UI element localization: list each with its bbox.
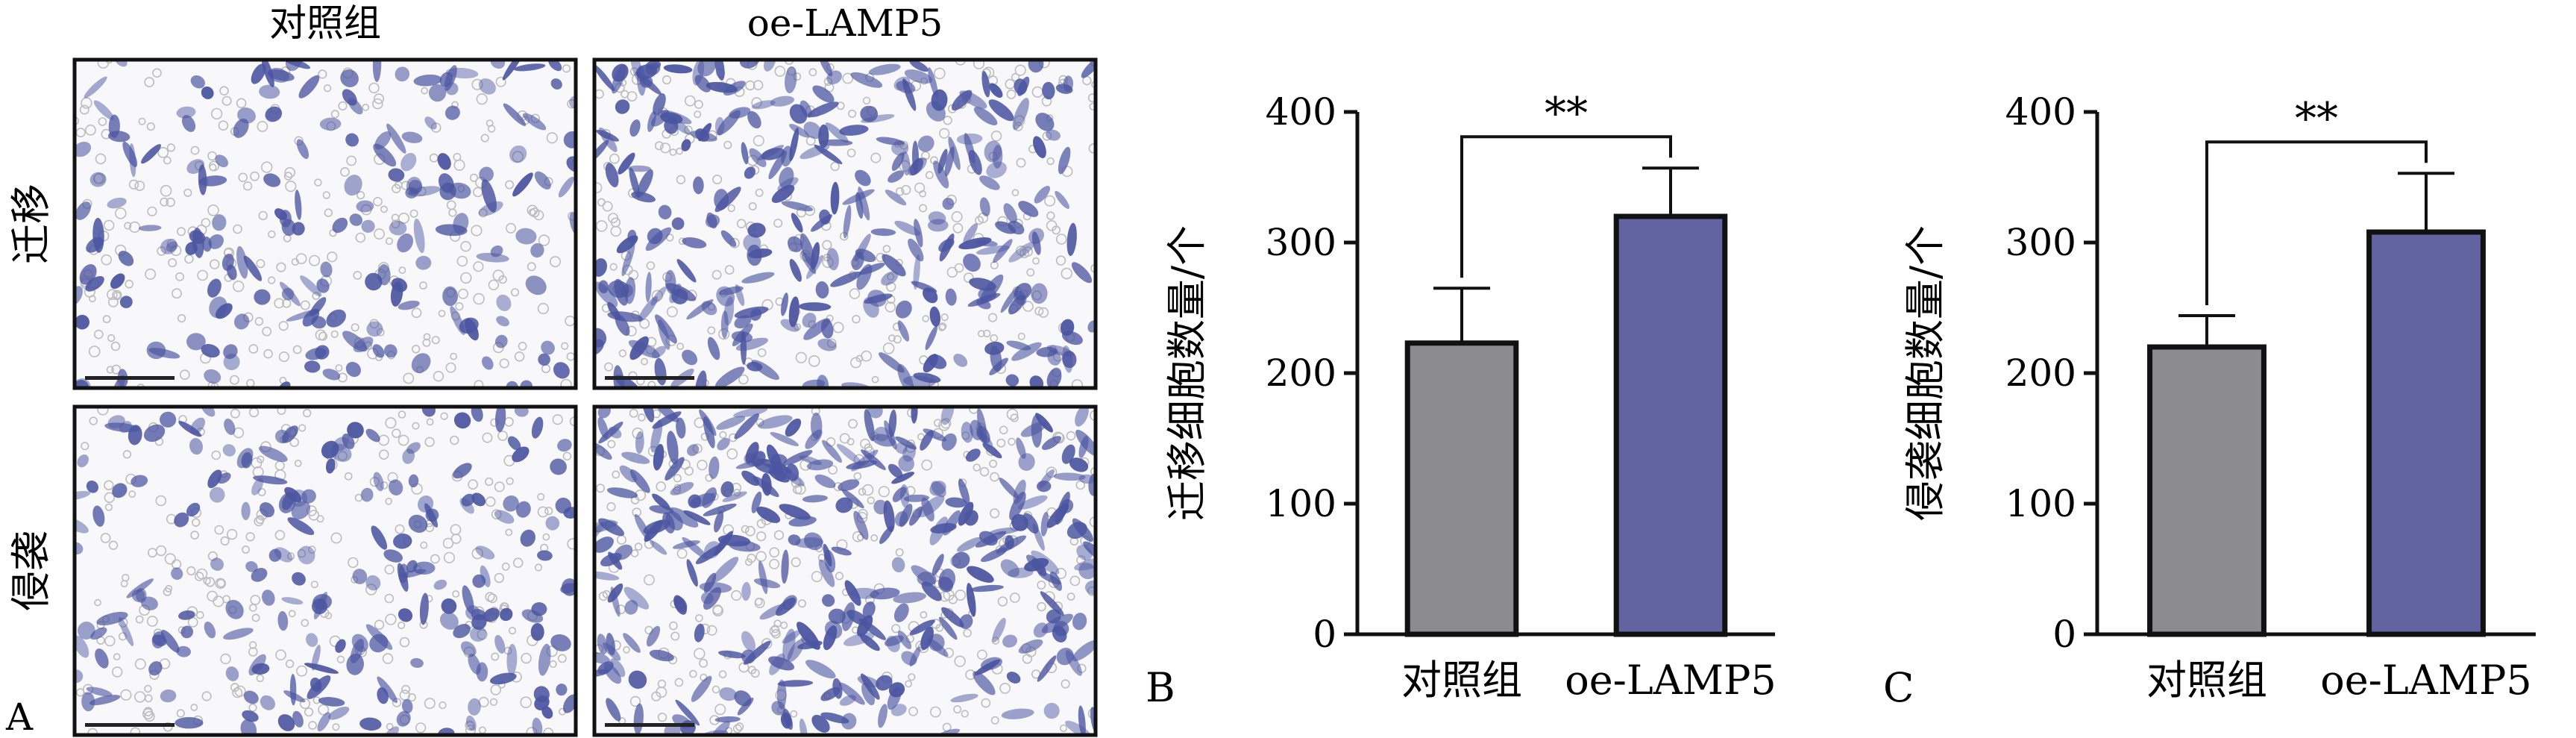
panel-letter-a: A — [5, 695, 34, 738]
micrograph-invasion-control — [72, 404, 578, 737]
micrograph-row-label-migration: 迁移 — [7, 184, 54, 264]
invasion-significance-bracket — [2205, 140, 2428, 305]
panel-letter-c: C — [1883, 664, 1914, 711]
invasion-y-tick-label: 100 — [2005, 482, 2076, 525]
migration-bar-0 — [1404, 340, 1519, 637]
invasion-y-tick-label: 0 — [2052, 613, 2076, 656]
migration-y-tick-label: 0 — [1313, 613, 1336, 656]
micrograph-migration-control — [72, 57, 578, 390]
micrograph-col-label-control: 对照组 — [269, 1, 381, 45]
invasion-y-tick-label: 200 — [2005, 351, 2076, 395]
invasion-y-axis-label: 侵袭细胞数量/个 — [1902, 225, 1949, 521]
panel-letter-b: B — [1146, 664, 1175, 711]
migration-y-tick-label: 400 — [1266, 90, 1336, 134]
migration-y-axis-label: 迁移细胞数量/个 — [1163, 225, 1210, 521]
migration-y-tick-label: 100 — [1266, 482, 1336, 525]
micrograph-migration-oe-lamp5 — [592, 57, 1098, 390]
invasion-y-tick-label: 400 — [2005, 90, 2076, 134]
invasion-category-label-1: oe-LAMP5 — [2320, 657, 2532, 704]
migration-significance-bracket — [1460, 135, 1672, 278]
migration-bar-1 — [1613, 213, 1728, 637]
migration-category-label-1: oe-LAMP5 — [1565, 657, 1777, 704]
migration-y-tick-label: 300 — [1266, 221, 1336, 264]
micrograph-col-label-oe-lamp5: oe-LAMP5 — [747, 1, 943, 45]
invasion-significance-label: ** — [2295, 93, 2338, 143]
invasion-category-label-0: 对照组 — [2146, 657, 2267, 704]
micrograph-row-label-invasion: 侵袭 — [7, 531, 54, 611]
migration-significance-label: ** — [1545, 87, 1588, 138]
invasion-bar-0 — [2147, 344, 2266, 637]
invasion-y-tick-label: 300 — [2005, 221, 2076, 264]
invasion-bar-1 — [2366, 229, 2486, 637]
migration-y-tick-label: 200 — [1266, 351, 1336, 395]
migration-category-label-0: 对照组 — [1401, 657, 1522, 704]
micrograph-invasion-oe-lamp5 — [592, 404, 1098, 737]
